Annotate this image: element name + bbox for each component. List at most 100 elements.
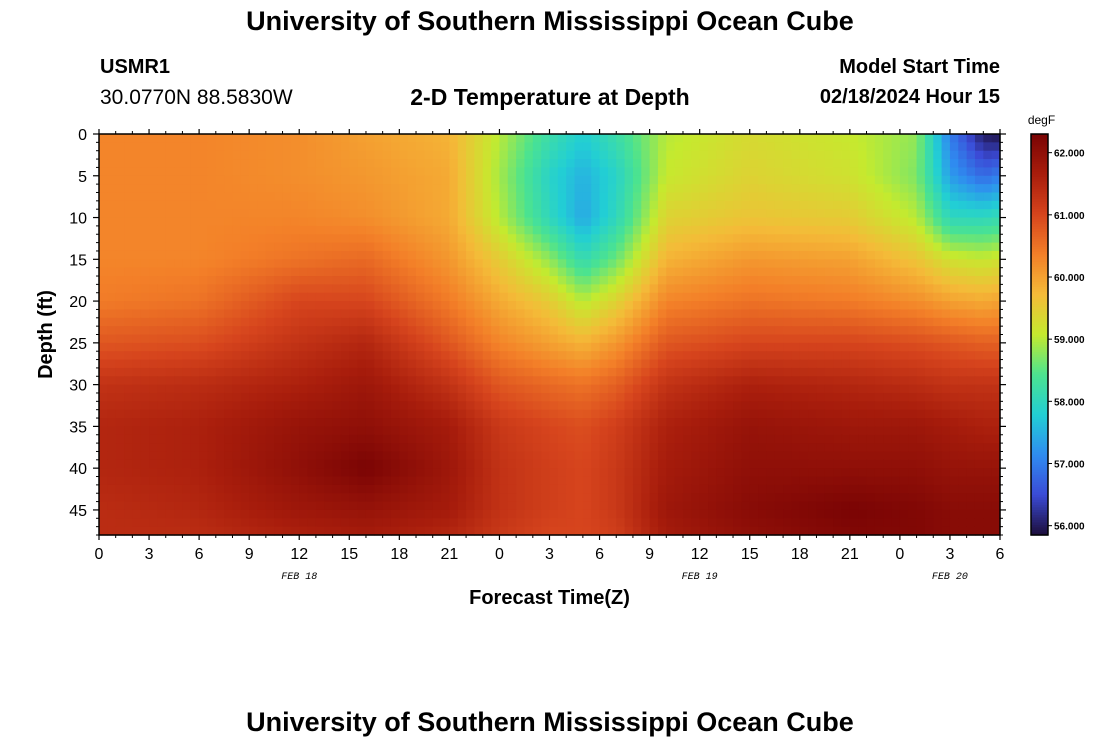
heatmap-cell: [491, 468, 501, 478]
heatmap-cell: [474, 267, 484, 277]
heatmap-cell: [457, 217, 467, 227]
heatmap-cell: [616, 409, 626, 419]
heatmap-cell: [199, 209, 209, 219]
heatmap-cell: [207, 518, 217, 528]
heatmap-cell: [299, 384, 309, 394]
heatmap-cell: [682, 159, 692, 169]
heatmap-cell: [349, 184, 359, 194]
heatmap-cell: [507, 301, 517, 311]
heatmap-cell: [516, 476, 526, 486]
heatmap-cell: [215, 484, 225, 494]
heatmap-cell: [257, 451, 267, 461]
heatmap-cell: [315, 150, 325, 160]
heatmap-cell: [516, 401, 526, 411]
heatmap-cell: [132, 150, 142, 160]
heatmap-cell: [290, 459, 300, 469]
heatmap-cell: [557, 367, 567, 377]
heatmap-cell: [532, 134, 542, 143]
heatmap-cell: [190, 443, 200, 453]
heatmap-cell: [399, 242, 409, 252]
heatmap-cell: [149, 167, 158, 177]
heatmap-cell: [949, 259, 959, 269]
heatmap-cell: [340, 142, 350, 152]
heatmap-cell: [549, 509, 559, 519]
heatmap-cell: [966, 175, 976, 185]
heatmap-cell: [516, 418, 526, 427]
heatmap-cell: [99, 150, 108, 160]
heatmap-cell: [249, 392, 259, 402]
heatmap-cell: [991, 292, 1001, 302]
heatmap-cell: [716, 501, 726, 511]
heatmap-cell: [858, 334, 868, 344]
heatmap-cell: [958, 409, 968, 419]
heatmap-cell: [916, 259, 926, 269]
heatmap-cell: [983, 276, 993, 285]
heatmap-cell: [157, 426, 167, 436]
heatmap-cell: [833, 284, 843, 294]
heatmap-cell: [849, 459, 859, 469]
heatmap-cell: [282, 501, 292, 511]
heatmap-cell: [557, 250, 567, 260]
heatmap-cell: [274, 409, 284, 419]
heatmap-cell: [274, 209, 284, 219]
heatmap-cell: [682, 392, 692, 402]
heatmap-cell: [482, 367, 492, 377]
heatmap-cell: [182, 259, 192, 269]
heatmap-cell: [424, 384, 434, 394]
heatmap-cell: [741, 259, 751, 269]
heatmap-cell: [908, 200, 918, 210]
heatmap-cell: [249, 276, 259, 285]
heatmap-cell: [624, 434, 634, 444]
heatmap-cell: [432, 476, 442, 486]
heatmap-cell: [983, 217, 993, 227]
heatmap-cell: [157, 301, 167, 311]
heatmap-cell: [507, 242, 517, 252]
model-start-time: 02/18/2024 Hour 15: [819, 86, 1000, 108]
heatmap-cell: [190, 200, 200, 210]
heatmap-cell: [390, 259, 400, 269]
heatmap-cell: [449, 192, 459, 202]
heatmap-cell: [983, 509, 993, 519]
heatmap-cell: [491, 301, 501, 311]
heatmap-cell: [841, 242, 851, 252]
heatmap-cell: [299, 367, 309, 377]
heatmap-cell: [165, 259, 175, 269]
heatmap-cell: [699, 501, 709, 511]
heatmap-cell: [666, 459, 676, 469]
heatmap-cell: [299, 317, 309, 327]
heatmap-cell: [557, 359, 567, 369]
heatmap-cell: [357, 234, 367, 244]
heatmap-cell: [265, 376, 275, 386]
heatmap-cell: [566, 367, 576, 377]
heatmap-cell: [149, 451, 158, 461]
heatmap-cell: [632, 376, 642, 386]
heatmap-cell: [624, 367, 634, 377]
heatmap-cell: [766, 342, 776, 352]
heatmap-cell: [799, 184, 809, 194]
heatmap-cell: [908, 284, 918, 294]
heatmap-cell: [966, 309, 976, 319]
heatmap-cell: [491, 317, 501, 327]
heatmap-cell: [107, 175, 117, 185]
heatmap-cell: [165, 250, 175, 260]
heatmap-cell: [249, 418, 259, 427]
heatmap-cell: [783, 342, 793, 352]
heatmap-cell: [949, 192, 959, 202]
heatmap-cell: [107, 434, 117, 444]
heatmap-cell: [966, 409, 976, 419]
heatmap-cell: [958, 376, 968, 386]
heatmap-cell: [157, 518, 167, 528]
heatmap-cell: [274, 292, 284, 302]
heatmap-cell: [699, 250, 709, 260]
heatmap-cell: [933, 376, 943, 386]
heatmap-cell: [883, 242, 893, 252]
heatmap-cell: [849, 376, 859, 386]
heatmap-cell: [933, 292, 943, 302]
heatmap-cell: [766, 150, 776, 160]
heatmap-cell: [199, 384, 209, 394]
heatmap-cell: [324, 351, 334, 361]
heatmap-cell: [758, 150, 767, 160]
heatmap-cell: [382, 225, 392, 235]
heatmap-cell: [399, 484, 409, 494]
heatmap-cell: [941, 134, 951, 143]
